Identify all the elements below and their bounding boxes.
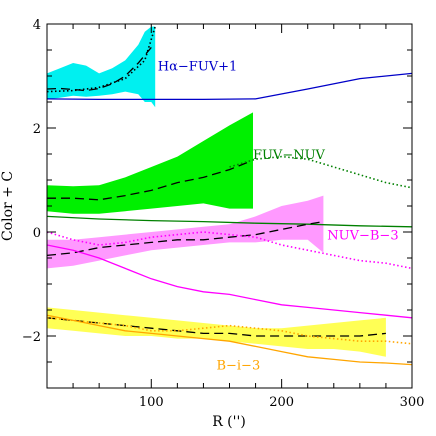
series-annotation-0: Hα−FUV+1 <box>158 60 238 75</box>
series-annotation-3: B−i−3 <box>216 359 260 374</box>
y-tick-label: 0 <box>33 226 41 241</box>
halpha-dashed-line <box>47 46 152 92</box>
x-tick-label: 200 <box>269 395 294 410</box>
series-annotation-2: NUV−B−3 <box>327 229 398 244</box>
fuvnuv-dashed-line <box>47 161 250 201</box>
fuvnuv-band <box>47 112 253 214</box>
fuvnuv-dotted-line <box>229 155 412 189</box>
halpha-dotted-line <box>47 26 156 93</box>
nuvb-solid-line <box>47 244 412 319</box>
y-tick-label: 2 <box>33 122 41 137</box>
series-annotations: Hα−FUV+1 FUV−NUV NUV−B−3 B−i−3 <box>158 60 399 374</box>
bi-band <box>47 307 386 357</box>
x-tick-label: 100 <box>139 395 164 410</box>
y-tick-label: −2 <box>22 330 41 345</box>
nuvb-dashed-line <box>47 220 324 257</box>
nuvb-band <box>47 195 324 269</box>
x-axis-label: R ('') <box>212 414 246 430</box>
fuvnuv-solid-line <box>47 215 412 228</box>
x-tick-label: 300 <box>400 395 425 410</box>
halpha-solid-line <box>47 72 412 101</box>
halpha-band <box>47 26 156 108</box>
profile-lines <box>47 26 412 366</box>
uncertainty-bands <box>47 26 386 357</box>
series-annotation-1: FUV−NUV <box>253 148 326 163</box>
nuvb-dotted-line <box>47 231 412 270</box>
bi-solid-line <box>47 314 412 366</box>
y-axis-label: Color + C <box>0 171 16 241</box>
axis-ticks: 100 200 300 −2 0 2 4 <box>22 18 425 410</box>
y-tick-label: 4 <box>33 18 41 33</box>
bi-dotted-line <box>47 317 412 345</box>
